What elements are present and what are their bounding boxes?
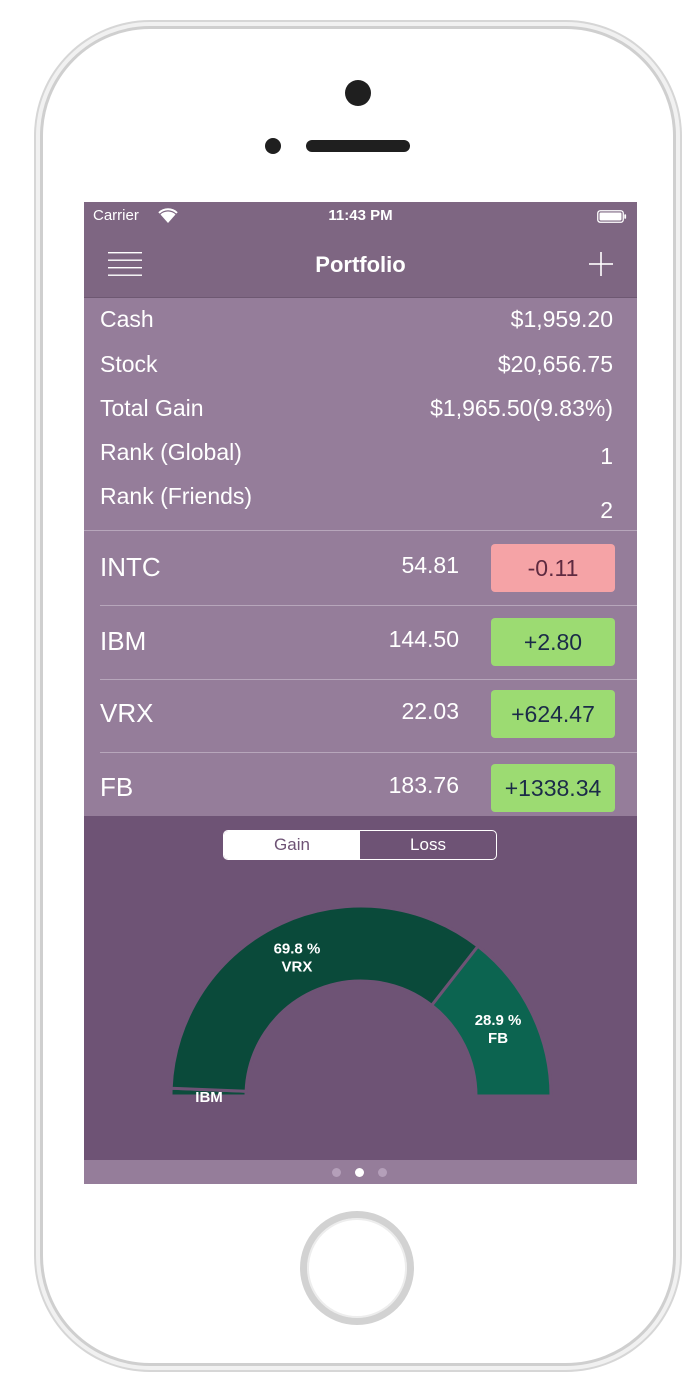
chart-slice-name-label: FB: [488, 1030, 508, 1047]
hamburger-menu-icon[interactable]: [108, 250, 142, 278]
chart-slice-percent-label: 28.9 %: [475, 1012, 522, 1029]
row-divider: [100, 679, 637, 680]
summary-row-cash: Cash $1,959.20: [84, 298, 637, 338]
page-indicator: [84, 1160, 637, 1184]
section-divider: [84, 530, 637, 531]
stock-price: 22.03: [401, 698, 459, 724]
carrier-label: Carrier: [93, 207, 139, 224]
navigation-bar: Portfolio: [84, 230, 637, 298]
stock-symbol: VRX: [100, 698, 154, 728]
row-divider: [100, 605, 637, 606]
summary-value: 1: [600, 443, 613, 469]
summary-label: Stock: [100, 351, 158, 377]
chart-slice-name-label: IBM: [195, 1089, 223, 1106]
stock-row-vrx[interactable]: VRX 22.03 +624.47: [84, 678, 637, 752]
summary-row-total-gain: Total Gain $1,965.50(9.83%): [84, 387, 637, 427]
plus-icon[interactable]: [587, 250, 615, 278]
segment-gain[interactable]: Gain: [224, 831, 360, 859]
portfolio-summary: Cash $1,959.20 Stock $20,656.75 Total Ga…: [84, 298, 637, 530]
proximity-sensor: [265, 138, 281, 154]
summary-label: Total Gain: [100, 395, 204, 421]
page-dot[interactable]: [378, 1168, 387, 1177]
gain-loss-segmented-control[interactable]: Gain Loss: [223, 830, 497, 860]
summary-value: $20,656.75: [497, 351, 613, 377]
chart-slice-vrx[interactable]: [169, 904, 481, 1093]
segment-loss[interactable]: Loss: [410, 835, 446, 854]
status-time: 11:43 PM: [328, 207, 393, 224]
summary-row-rank-global: Rank (Global) 1: [84, 431, 637, 471]
stock-change-badge[interactable]: +1338.34: [491, 764, 615, 812]
stock-price: 144.50: [388, 626, 459, 652]
battery-icon: [597, 210, 627, 223]
summary-row-rank-friends: Rank (Friends) 2: [84, 475, 637, 523]
summary-label: Cash: [100, 306, 154, 332]
stock-price: 183.76: [388, 772, 459, 798]
wifi-icon: [158, 208, 178, 223]
stock-symbol: IBM: [100, 626, 147, 656]
summary-row-stock: Stock $20,656.75: [84, 343, 637, 383]
stock-change-badge[interactable]: +2.80: [491, 618, 615, 666]
chart-slice-percent-label: 69.8 %: [274, 941, 321, 958]
summary-value: $1,965.50(9.83%): [430, 395, 613, 421]
page-dot-active[interactable]: [355, 1168, 364, 1177]
stock-row-intc[interactable]: INTC 54.81 -0.11: [84, 532, 637, 606]
app-screen: Carrier 11:43 PM Portfolio Cash $1,959.2…: [84, 202, 637, 1184]
chart-slice-name-label: VRX: [282, 959, 313, 976]
summary-label: Rank (Global): [100, 439, 242, 465]
stock-row-fb[interactable]: FB 183.76 +1338.34: [84, 752, 637, 826]
stock-change-badge[interactable]: -0.11: [491, 544, 615, 592]
stock-change-badge[interactable]: +624.47: [491, 690, 615, 738]
front-camera: [345, 80, 371, 106]
stock-price: 54.81: [401, 552, 459, 578]
status-bar: Carrier 11:43 PM: [84, 202, 637, 230]
page-dot[interactable]: [332, 1168, 341, 1177]
summary-value: $1,959.20: [510, 306, 613, 332]
stock-row-ibm[interactable]: IBM 144.50 +2.80: [84, 606, 637, 680]
earpiece-speaker: [306, 140, 410, 152]
summary-label: Rank (Friends): [100, 483, 253, 509]
summary-value: 2: [600, 497, 613, 523]
stock-symbol: FB: [100, 772, 134, 802]
chart-slice-fb[interactable]: [429, 944, 553, 1098]
row-divider: [100, 752, 637, 753]
page-title: Portfolio: [315, 252, 406, 277]
stock-symbol: INTC: [100, 552, 161, 582]
home-button[interactable]: [300, 1211, 414, 1325]
